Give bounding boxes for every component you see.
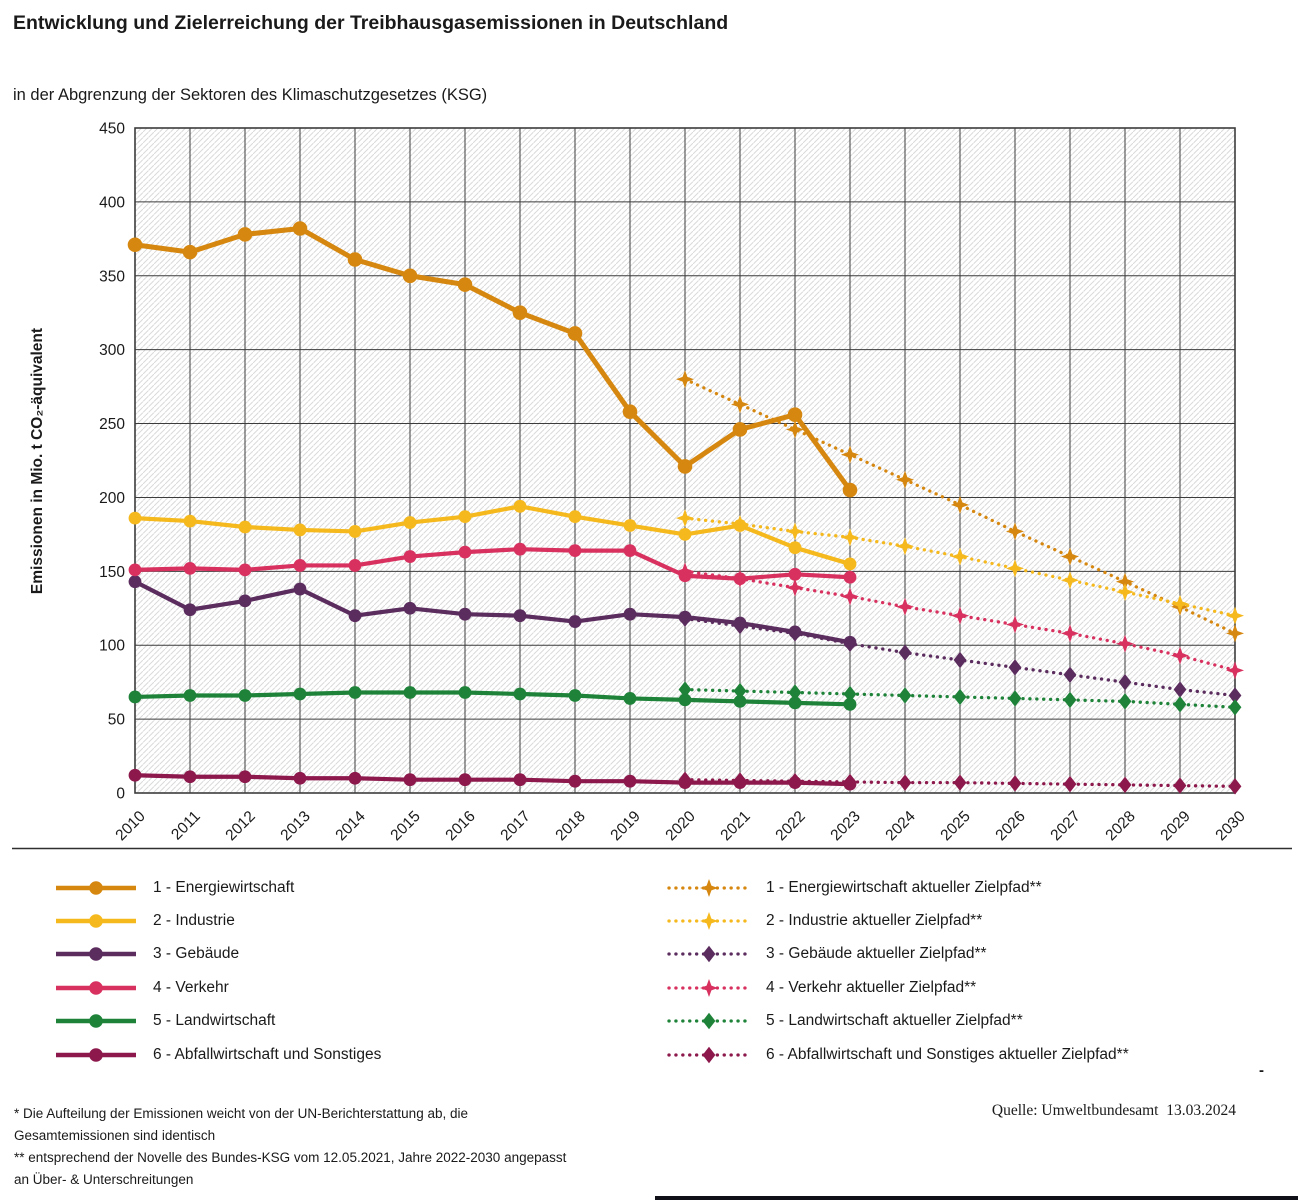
svg-text:2029: 2029 <box>1157 808 1193 844</box>
chart-area: 0 50 100 150 200 250 300 350 400 450 2010 2011 2012 2… <box>12 121 1292 850</box>
legend-item-6-abfallwirtschaft-und-sonstiges: 6 - Abfallwirtschaft und Sonstiges <box>54 1038 381 1071</box>
legend-sample-icon <box>56 1047 136 1062</box>
legend-sample-icon <box>667 1013 751 1030</box>
legend-sample-icon <box>667 946 751 963</box>
svg-text:2027: 2027 <box>1047 808 1083 844</box>
footnote-line-2: Gesamtemissionen sind identisch <box>14 1128 216 1143</box>
legend-sample-icon <box>56 981 136 995</box>
svg-text:2022: 2022 <box>772 808 808 844</box>
legend-sample-icon <box>667 878 751 897</box>
legend-sample-icon <box>667 978 751 997</box>
svg-text:150: 150 <box>99 564 125 581</box>
legend-label: 2 - Industrie <box>153 912 235 930</box>
svg-text:2014: 2014 <box>332 808 369 845</box>
legend-label: 6 - Abfallwirtschaft und Sonstiges <box>153 1045 382 1063</box>
svg-text:2028: 2028 <box>1102 808 1138 844</box>
svg-text:2013: 2013 <box>277 808 313 844</box>
legend-item-4-verkehr: 4 - Verkehr <box>54 971 381 1004</box>
svg-text:250: 250 <box>99 416 125 433</box>
legend-label: 3 - Gebäude <box>153 945 240 963</box>
svg-text:200: 200 <box>99 490 125 507</box>
series-2-industrie <box>128 499 857 571</box>
svg-text:2012: 2012 <box>222 808 258 844</box>
legend-label: 4 - Verkehr <box>153 978 229 996</box>
legend-label: 5 - Landwirtschaft aktueller Zielpfad** <box>766 1012 1023 1030</box>
svg-text:2026: 2026 <box>992 808 1028 844</box>
svg-text:450: 450 <box>99 121 125 138</box>
svg-text:50: 50 <box>108 712 126 729</box>
svg-text:100: 100 <box>99 638 125 655</box>
svg-text:2017: 2017 <box>497 808 533 844</box>
svg-text:350: 350 <box>99 268 125 285</box>
legend-label: 1 - Energiewirtschaft <box>153 878 295 896</box>
series-3-geb-ude-aktueller-zielpfad <box>678 610 1242 704</box>
svg-text:0: 0 <box>116 786 125 803</box>
legend-label: 3 - Gebäude aktueller Zielpfad** <box>766 945 987 963</box>
x-axis-tick-labels: 2010 2011 2012 2013 2014 2015 2016 2017 2018 2019… <box>112 808 1249 845</box>
legend-label: 6 - Abfallwirtschaft und Sonstiges aktue… <box>766 1045 1129 1063</box>
svg-text:300: 300 <box>99 342 125 359</box>
legend-item-1-energiewirtschaft: 1 - Energiewirtschaft <box>54 871 381 904</box>
legend-sample-icon <box>667 912 751 931</box>
footnotes: * Die Aufteilung der Emissionen weicht v… <box>14 1103 566 1191</box>
legend-label: 5 - Landwirtschaft <box>153 1012 276 1030</box>
legend-column-zielpfad: 1 - Energiewirtschaft aktueller Zielpfad… <box>667 871 1129 1071</box>
gridlines <box>134 127 1236 794</box>
stray-dash: - <box>1259 1062 1264 1079</box>
series-6-abfallwirtschaft-und-sonstiges <box>128 768 857 791</box>
legend-label: 1 - Energiewirtschaft aktueller Zielpfad… <box>766 878 1042 896</box>
plot-border <box>134 127 1236 794</box>
legend-item-5-landwirtschaft: 5 - Landwirtschaft <box>54 1005 381 1038</box>
footnote-line-4: an Über- & Unterschreitungen <box>14 1172 194 1187</box>
source-attribution: Quelle: Umweltbundesamt 13.03.2024 <box>991 1102 1236 1119</box>
svg-text:2025: 2025 <box>937 808 973 844</box>
legend-item-3-geb-ude: 3 - Gebäude <box>54 938 381 971</box>
legend-sample-icon <box>667 1046 751 1063</box>
legend-sample-icon <box>56 1014 136 1029</box>
svg-text:2018: 2018 <box>552 808 588 844</box>
svg-text:2019: 2019 <box>607 808 643 844</box>
legend-item-2-industrie-aktueller-zielpfad: 2 - Industrie aktueller Zielpfad** <box>667 904 1129 937</box>
footnote-line-1: * Die Aufteilung der Emissionen weicht v… <box>14 1106 468 1121</box>
series-3-geb-ude <box>128 575 857 649</box>
legend-sample-icon <box>56 880 136 895</box>
svg-text:2020: 2020 <box>662 808 699 845</box>
svg-text:2011: 2011 <box>168 808 204 844</box>
legend-column-solid: 1 - Energiewirtschaft 2 - Industrie 3 - Ge… <box>54 871 381 1071</box>
series-1-energiewirtschaft <box>127 221 858 498</box>
svg-text:2016: 2016 <box>442 808 478 844</box>
legend-sample-icon <box>56 914 136 928</box>
legend-item-2-industrie: 2 - Industrie <box>54 904 381 937</box>
chart-title: Entwicklung und Zielerreichung der Treib… <box>13 12 729 34</box>
legend-item-5-landwirtschaft-aktueller-zielpfad: 5 - Landwirtschaft aktueller Zielpfad** <box>667 1005 1129 1038</box>
svg-text:2030: 2030 <box>1212 808 1249 845</box>
svg-text:400: 400 <box>99 194 125 211</box>
legend-item-3-geb-ude-aktueller-zielpfad: 3 - Gebäude aktueller Zielpfad** <box>667 938 1129 971</box>
svg-text:2021: 2021 <box>717 808 753 844</box>
bottom-border-line <box>655 1196 1298 1200</box>
svg-text:2024: 2024 <box>882 808 919 845</box>
legend-sample-icon <box>56 947 136 962</box>
series-5-landwirtschaft-aktueller-zielpfad <box>678 681 1242 716</box>
svg-text:2010: 2010 <box>112 808 149 845</box>
legend-label: 4 - Verkehr aktueller Zielpfad** <box>766 978 977 996</box>
footnote-line-3: ** entsprechend der Novelle des Bundes-K… <box>14 1150 567 1165</box>
svg-text:2023: 2023 <box>827 808 863 844</box>
chart-subtitle: in der Abgrenzung der Sektoren des Klima… <box>13 86 488 104</box>
series-5-landwirtschaft <box>128 686 857 711</box>
y-axis-tick-labels: 0 50 100 150 200 250 300 350 400 450 <box>99 121 125 803</box>
svg-text:2015: 2015 <box>387 808 423 844</box>
legend-label: 2 - Industrie aktueller Zielpfad** <box>766 912 983 930</box>
legend-item-1-energiewirtschaft-aktueller-zielpfad: 1 - Energiewirtschaft aktueller Zielpfad… <box>667 871 1129 904</box>
legend-item-4-verkehr-aktueller-zielpfad: 4 - Verkehr aktueller Zielpfad** <box>667 971 1129 1004</box>
legend-item-6-abfallwirtschaft-und-sonstiges-aktueller-zielpfad: 6 - Abfallwirtschaft und Sonstiges aktue… <box>667 1038 1129 1071</box>
series-4-verkehr <box>128 542 857 586</box>
